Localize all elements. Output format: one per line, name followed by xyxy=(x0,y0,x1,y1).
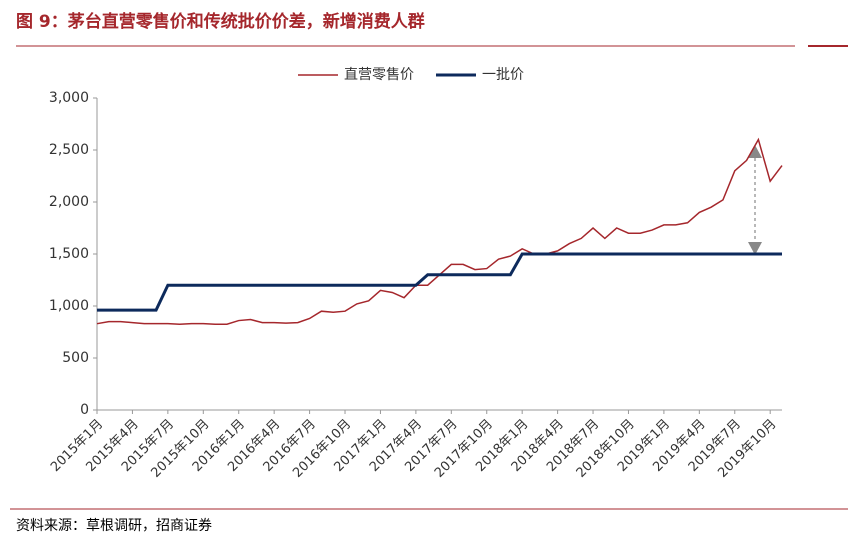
source: 资料来源：草根调研，招商证券 xyxy=(16,518,212,534)
y-tick-label: 1,000 xyxy=(49,298,89,314)
arrow-head xyxy=(748,145,762,158)
y-tick-label: 3,000 xyxy=(49,90,89,106)
series-line xyxy=(96,137,783,325)
y-tick-label: 2,500 xyxy=(49,142,89,158)
series-line xyxy=(97,252,782,312)
y-tick-label: 1,500 xyxy=(49,246,89,262)
legend-label: 一批价 xyxy=(482,67,524,83)
chart-title: 图 9：茅台直营零售价和传统批价价差，新增消费人群 xyxy=(16,11,425,32)
y-tick-label: 0 xyxy=(80,402,89,418)
arrow-head xyxy=(748,242,762,255)
y-tick-label: 500 xyxy=(62,350,89,366)
legend-label: 直营零售价 xyxy=(344,66,414,83)
y-tick-label: 2,000 xyxy=(49,194,89,210)
